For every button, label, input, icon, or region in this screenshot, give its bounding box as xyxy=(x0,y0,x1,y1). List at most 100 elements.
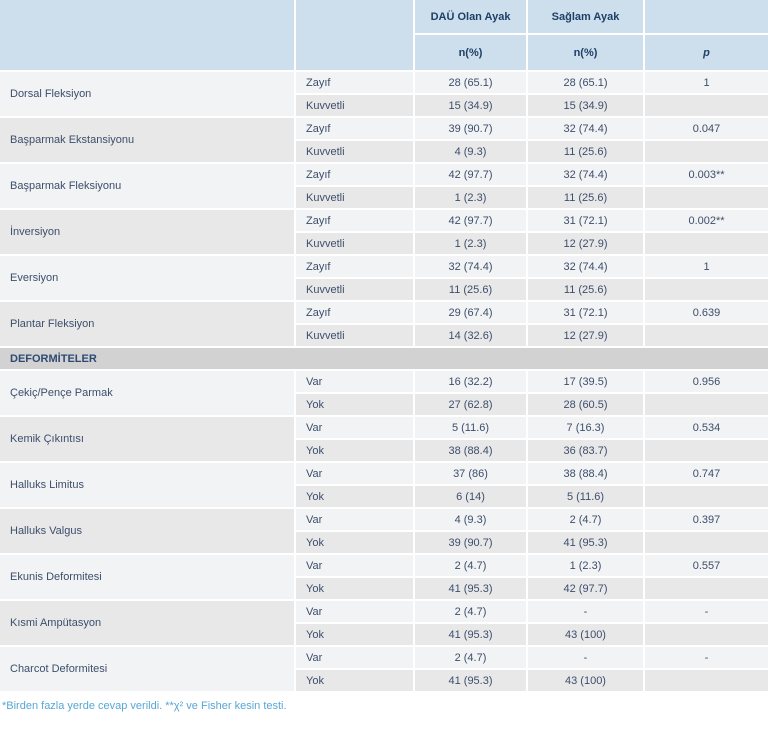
dau-value-cell: 39 (90.7) xyxy=(415,118,526,139)
p-value-cell: - xyxy=(645,647,768,668)
sub-label-cell: Kuvvetli xyxy=(296,187,413,208)
sub-label-cell: Yok xyxy=(296,486,413,507)
table-row: Dorsal Fleksiyon Zayıf 28 (65.1) 28 (65.1) 1 xyxy=(0,72,768,116)
group-label-cell: Eversiyon xyxy=(0,256,294,300)
header-n-pct-dau: n(%) xyxy=(415,35,526,70)
saglam-value-cell: - xyxy=(528,601,643,622)
group-label-cell: Başparmak Fleksiyonu xyxy=(0,164,294,208)
saglam-value-cell: 31 (72.1) xyxy=(528,302,643,323)
table-row: İnversiyon Zayıf 42 (97.7) 31 (72.1) 0.002** xyxy=(0,210,768,254)
header-p-spacer-cell xyxy=(645,0,768,33)
saglam-value-cell: 32 (74.4) xyxy=(528,256,643,277)
group-label-cell: Halluks Valgus xyxy=(0,509,294,553)
sub-label-cell: Var xyxy=(296,555,413,576)
header-dau-olan-ayak: DAÜ Olan Ayak xyxy=(415,0,526,33)
group-label-cell: Başparmak Ekstansiyonu xyxy=(0,118,294,162)
dau-value-cell: 16 (32.2) xyxy=(415,371,526,392)
sub-label-cell: Yok xyxy=(296,440,413,461)
group-label-cell: Kısmi Ampütasyon xyxy=(0,601,294,645)
saglam-value-cell: 12 (27.9) xyxy=(528,233,643,254)
p-value-cell xyxy=(645,95,768,116)
table-row: Ekunis Deformitesi Var 2 (4.7) 1 (2.3) 0.557 xyxy=(0,555,768,599)
sub-label-cell: Zayıf xyxy=(296,72,413,93)
table-body: Dorsal Fleksiyon Zayıf 28 (65.1) 28 (65.1) 1… xyxy=(0,72,768,691)
p-value-cell xyxy=(645,394,768,415)
group-label-cell: Çekiç/Pençe Parmak xyxy=(0,371,294,415)
sub-label-cell: Var xyxy=(296,647,413,668)
p-value-cell xyxy=(645,187,768,208)
dau-value-cell: 29 (67.4) xyxy=(415,302,526,323)
dau-value-cell: 38 (88.4) xyxy=(415,440,526,461)
sub-label-cell: Yok xyxy=(296,532,413,553)
sub-label-cell: Yok xyxy=(296,670,413,691)
header-saglam-ayak: Sağlam Ayak xyxy=(528,0,643,33)
sub-label-cell: Kuvvetli xyxy=(296,279,413,300)
saglam-value-cell: 5 (11.6) xyxy=(528,486,643,507)
dau-value-cell: 39 (90.7) xyxy=(415,532,526,553)
p-value-cell xyxy=(645,624,768,645)
dau-value-cell: 27 (62.8) xyxy=(415,394,526,415)
dau-value-cell: 42 (97.7) xyxy=(415,210,526,231)
sub-label-cell: Var xyxy=(296,463,413,484)
footnote: *Birden fazla yerde cevap verildi. **χ² … xyxy=(2,700,287,712)
dau-value-cell: 41 (95.3) xyxy=(415,670,526,691)
table-row: Çekiç/Pençe Parmak Var 16 (32.2) 17 (39.5) 0… xyxy=(0,371,768,415)
p-value-cell: 1 xyxy=(645,72,768,93)
saglam-value-cell: 41 (95.3) xyxy=(528,532,643,553)
sub-label-cell: Zayıf xyxy=(296,210,413,231)
saglam-value-cell: 28 (65.1) xyxy=(528,72,643,93)
p-value-cell xyxy=(645,233,768,254)
group-label-cell: Ekunis Deformitesi xyxy=(0,555,294,599)
sub-label-cell: Zayıf xyxy=(296,118,413,139)
sub-label-cell: Kuvvetli xyxy=(296,233,413,254)
sub-label-cell: Var xyxy=(296,371,413,392)
saglam-value-cell: 11 (25.6) xyxy=(528,187,643,208)
dau-value-cell: 11 (25.6) xyxy=(415,279,526,300)
table-row: Yok 27 (62.8) 28 (60.5) xyxy=(0,394,768,415)
saglam-value-cell: 1 (2.3) xyxy=(528,555,643,576)
dau-value-cell: 42 (97.7) xyxy=(415,164,526,185)
dau-value-cell: 4 (9.3) xyxy=(415,141,526,162)
table-row: Yok 6 (14) 5 (11.6) xyxy=(0,486,768,507)
group-label-cell: Charcot Deformitesi xyxy=(0,647,294,691)
table-row: Kuvvetli 11 (25.6) 11 (25.6) xyxy=(0,279,768,300)
header-sublabel-cell xyxy=(296,0,413,70)
p-value-cell xyxy=(645,440,768,461)
saglam-value-cell: 15 (34.9) xyxy=(528,95,643,116)
group-label-cell: Plantar Fleksiyon xyxy=(0,302,294,346)
sub-label-cell: Kuvvetli xyxy=(296,141,413,162)
sub-label-cell: Var xyxy=(296,509,413,530)
dau-value-cell: 41 (95.3) xyxy=(415,624,526,645)
saglam-value-cell: 28 (60.5) xyxy=(528,394,643,415)
section-title: DEFORMİTELER xyxy=(0,348,768,369)
saglam-value-cell: 42 (97.7) xyxy=(528,578,643,599)
dau-value-cell: 15 (34.9) xyxy=(415,95,526,116)
table-row: Kuvvetli 4 (9.3) 11 (25.6) xyxy=(0,141,768,162)
saglam-value-cell: 11 (25.6) xyxy=(528,279,643,300)
dau-value-cell: 2 (4.7) xyxy=(415,555,526,576)
dau-value-cell: 37 (86) xyxy=(415,463,526,484)
saglam-value-cell: 31 (72.1) xyxy=(528,210,643,231)
table-row: Plantar Fleksiyon Zayıf 29 (67.4) 31 (72.1)… xyxy=(0,302,768,346)
dau-value-cell: 14 (32.6) xyxy=(415,325,526,346)
saglam-value-cell: 32 (74.4) xyxy=(528,118,643,139)
saglam-value-cell: - xyxy=(528,647,643,668)
p-value-cell: 0.003** xyxy=(645,164,768,185)
sub-label-cell: Yok xyxy=(296,394,413,415)
p-value-cell: 0.557 xyxy=(645,555,768,576)
p-value-cell xyxy=(645,486,768,507)
saglam-value-cell: 43 (100) xyxy=(528,624,643,645)
group-label-cell: Dorsal Fleksiyon xyxy=(0,72,294,116)
results-table: DAÜ Olan Ayak Sağlam Ayak n(%) n(%) p Do… xyxy=(0,0,768,691)
p-value-cell xyxy=(645,279,768,300)
table-row: Eversiyon Zayıf 32 (74.4) 32 (74.4) 1 xyxy=(0,256,768,300)
saglam-value-cell: 2 (4.7) xyxy=(528,509,643,530)
p-value-cell xyxy=(645,578,768,599)
table-row: Yok 39 (90.7) 41 (95.3) xyxy=(0,532,768,553)
table-row: Başparmak Ekstansiyonu Zayıf 39 (90.7) 32 (… xyxy=(0,118,768,162)
dau-value-cell: 32 (74.4) xyxy=(415,256,526,277)
sub-label-cell: Zayıf xyxy=(296,302,413,323)
table-row: Yok 41 (95.3) 43 (100) xyxy=(0,670,768,691)
sub-label-cell: Zayıf xyxy=(296,256,413,277)
p-value-cell: - xyxy=(645,601,768,622)
